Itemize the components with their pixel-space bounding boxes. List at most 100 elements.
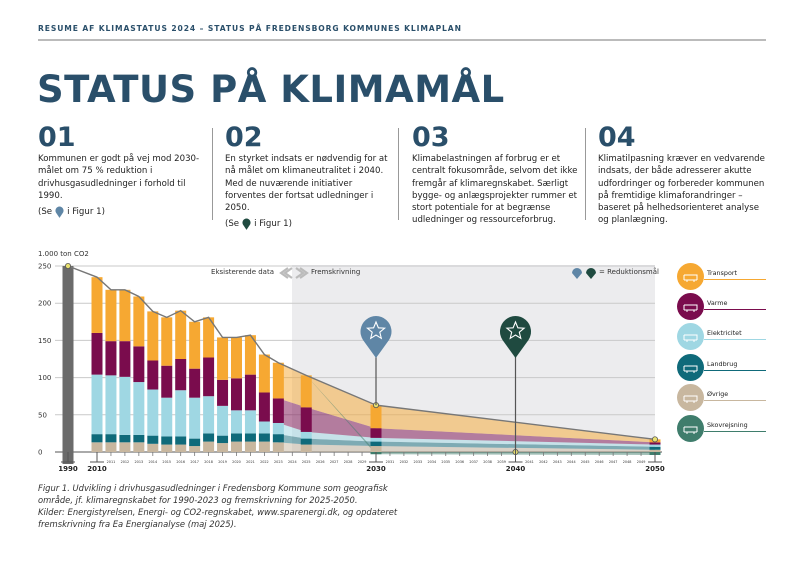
legend-label: Landbrug (707, 360, 738, 368)
bus-icon (677, 263, 704, 290)
y-tick-label: 0 (38, 449, 42, 457)
bar-segment-elektricitet-2020 (231, 410, 242, 434)
column-number: 04 (598, 122, 636, 153)
bar-segment-transport-2023 (272, 362, 284, 399)
x-minor-label: 2014 (148, 460, 157, 464)
status-column-01: 01 Kommunen er godt på vej mod 2030-måle… (38, 124, 208, 219)
bar-segment-elektricitet-2016 (175, 390, 187, 437)
x-minor-label: 2037 (469, 460, 478, 464)
star-icon (505, 320, 526, 340)
bar-segment-varme-2025 (300, 407, 312, 432)
bar-segment-transport-2013 (133, 296, 145, 347)
column-text: Klimatilpasning kræver en vedvarende ind… (598, 154, 765, 226)
bar-segment-landbrug-2017 (189, 438, 201, 447)
x-minor-label: 2016 (176, 460, 185, 464)
bar-segment-varme-2021 (244, 374, 256, 411)
target-2030-pin-icon (55, 206, 64, 219)
other-icon (677, 384, 704, 411)
x-minor-label: 2044 (567, 460, 576, 464)
bar-segment-transport-2025 (300, 375, 312, 408)
bar-segment-landbrug-2016 (175, 436, 187, 445)
bar-segment-varme-2017 (189, 368, 201, 398)
bar-segment-landbrug-2030 (370, 441, 382, 447)
column-number: 02 (225, 122, 263, 153)
farm-icon (677, 354, 704, 381)
bar-segment-transport-2015 (161, 317, 173, 366)
star-icon (365, 320, 387, 340)
x-minor-label: 2046 (595, 460, 604, 464)
x-minor-label: 2022 (260, 460, 269, 464)
y-tick-label: 150 (38, 337, 51, 345)
bar-segment-transport-2016 (175, 310, 187, 359)
x-minor-label: 2023 (274, 460, 283, 464)
projection-label: Fremskrivning (311, 268, 360, 276)
target-2030-pin-icon (572, 268, 582, 279)
bar-segment-varme-2011 (105, 341, 117, 376)
bar-segment-varme-2014 (147, 360, 159, 390)
bar-segment-elektricitet-2012 (119, 376, 131, 435)
figure-reference: (Se i Figur 1) (225, 218, 395, 231)
bar-segment-øvrige-2015 (161, 444, 173, 452)
bar-segment-øvrige-2011 (105, 442, 117, 452)
x-minor-label: 2038 (483, 460, 492, 464)
legend-item-elektricitet: Elektricitet (676, 323, 766, 351)
bar-segment-varme-2020 (231, 378, 242, 411)
bar-segment-elektricitet-2011 (105, 375, 117, 435)
bar-segment-landbrug-2025 (300, 438, 312, 445)
x-minor-label: 2011 (107, 460, 116, 464)
legend-label: Øvrige (707, 390, 729, 398)
legend-item-øvrige: Øvrige (676, 384, 766, 412)
x-minor-label: 2047 (609, 460, 618, 464)
bar-segment-transport-2010 (91, 277, 103, 333)
x-minor-label: 2026 (316, 460, 325, 464)
bar-segment-elektricitet-2015 (161, 397, 173, 437)
bar-segment-landbrug-2020 (231, 433, 242, 442)
bar-segment-landbrug-2014 (147, 435, 159, 444)
bar-segment-øvrige-2010 (91, 442, 103, 452)
bar-segment-varme-2012 (119, 341, 131, 377)
bar-segment-øvrige-2014 (147, 443, 159, 452)
bar-segment-elektricitet-2017 (189, 397, 201, 439)
bar-segment-øvrige-2013 (133, 442, 145, 452)
bar-segment-varme-2015 (161, 365, 173, 398)
y-tick-label: 100 (38, 374, 51, 382)
column-divider (212, 128, 213, 220)
x-major-label: 2040 (506, 465, 526, 473)
bar-segment-landbrug-2018 (203, 433, 215, 442)
y-tick-label: 200 (38, 300, 51, 308)
x-minor-label: 2013 (135, 460, 144, 464)
bar-segment-elektricitet-2018 (203, 396, 215, 434)
target-2040-pin-icon (500, 316, 531, 358)
bar-segment-elektricitet-2022 (258, 421, 270, 434)
x-minor-label: 2020 (232, 460, 241, 464)
legend-item-landbrug: Landbrug (676, 354, 766, 382)
x-major-label: 2050 (645, 465, 665, 473)
bar-segment-transport-2017 (189, 321, 201, 369)
bar-segment-transport-2021 (244, 335, 256, 375)
bar-segment-elektricitet-2019 (217, 405, 229, 436)
x-minor-label: 2045 (581, 460, 590, 464)
x-major-label: 2030 (366, 465, 386, 473)
header-divider (38, 39, 766, 41)
column-text: Klimabelastningen af forbrug er et centr… (412, 154, 578, 226)
legend-underline (704, 339, 766, 340)
bar-segment-elektricitet-2050 (649, 444, 661, 447)
x-minor-label: 2049 (637, 460, 646, 464)
bar-segment-landbrug-2015 (161, 436, 173, 445)
legend-label: Transport (707, 269, 737, 277)
bar-segment-transport-2011 (105, 289, 117, 342)
legend-label: Skovrejsning (707, 421, 748, 429)
x-major-label: 2010 (87, 465, 107, 473)
bar-segment-transport-2018 (203, 317, 215, 358)
bar-segment-øvrige-2018 (203, 441, 215, 452)
caption-line: Kilder: Energistyrelsen, Energi- og CO2-… (38, 507, 398, 517)
running-header: RESUME AF KLIMASTATUS 2024 – STATUS PÅ F… (38, 24, 462, 33)
target-2040-pin-icon (586, 268, 596, 279)
bar-segment-transport-2022 (258, 354, 270, 393)
bar-segment-elektricitet-2023 (272, 422, 284, 435)
bar-segment-øvrige-2030 (370, 446, 382, 452)
x-minor-label: 2043 (553, 460, 562, 464)
bar-segment-varme-2022 (258, 392, 270, 422)
bar-segment-transport-2019 (217, 337, 229, 380)
bar-segment-transport-2030 (370, 405, 382, 429)
